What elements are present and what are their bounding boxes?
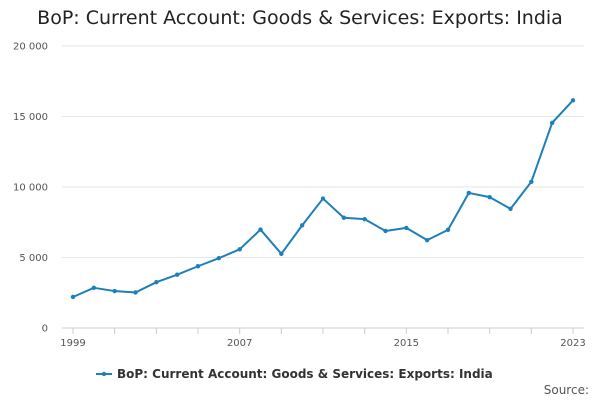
data-point[interactable] xyxy=(383,228,388,234)
data-point[interactable] xyxy=(529,179,534,184)
data-point[interactable] xyxy=(195,264,201,269)
data-point[interactable] xyxy=(466,190,472,196)
data-point[interactable] xyxy=(341,215,347,220)
y-axis: 0 5 000 10 000 15 000 20 000 xyxy=(13,42,48,335)
legend[interactable]: BoP: Current Account: Goods & Services: … xyxy=(96,367,493,381)
data-point[interactable] xyxy=(299,223,305,228)
x-axis: 1999 2007 2015 2023 xyxy=(60,327,586,349)
y-tick-label: 10 000 xyxy=(13,183,48,194)
y-tick-label: 5 000 xyxy=(19,253,48,264)
y-tick-label: 15 000 xyxy=(13,112,48,123)
data-point[interactable] xyxy=(91,285,97,291)
data-point[interactable] xyxy=(445,227,451,233)
data-point[interactable] xyxy=(487,194,492,200)
data-point[interactable] xyxy=(320,196,326,201)
x-tick-label: 2023 xyxy=(560,338,585,349)
grid-lines xyxy=(62,45,584,258)
x-tick-label: 2007 xyxy=(227,338,252,349)
data-point[interactable] xyxy=(112,288,117,294)
data-point[interactable] xyxy=(279,251,284,257)
legend-label: BoP: Current Account: Goods & Services: … xyxy=(117,367,493,381)
data-point[interactable] xyxy=(133,290,138,295)
data-point[interactable] xyxy=(258,227,263,232)
y-tick-label: 20 000 xyxy=(13,42,48,53)
data-point[interactable] xyxy=(216,256,222,261)
source-label: Source: xyxy=(544,383,589,397)
data-point[interactable] xyxy=(404,225,409,231)
data-point[interactable] xyxy=(549,120,555,126)
series-layer xyxy=(70,98,576,300)
data-point[interactable] xyxy=(174,272,180,277)
chart-title: BoP: Current Account: Goods & Services: … xyxy=(37,7,563,29)
legend-point-marker xyxy=(101,371,107,377)
data-point[interactable] xyxy=(508,206,513,212)
data-point[interactable] xyxy=(154,279,159,285)
data-point[interactable] xyxy=(570,98,576,103)
data-point[interactable] xyxy=(237,247,242,252)
y-tick-label: 0 xyxy=(42,324,48,335)
x-tick-label: 1999 xyxy=(60,338,85,349)
data-point[interactable] xyxy=(70,294,76,300)
x-tick-label: 2015 xyxy=(394,338,419,349)
data-point[interactable] xyxy=(362,216,367,222)
data-point[interactable] xyxy=(424,237,430,243)
